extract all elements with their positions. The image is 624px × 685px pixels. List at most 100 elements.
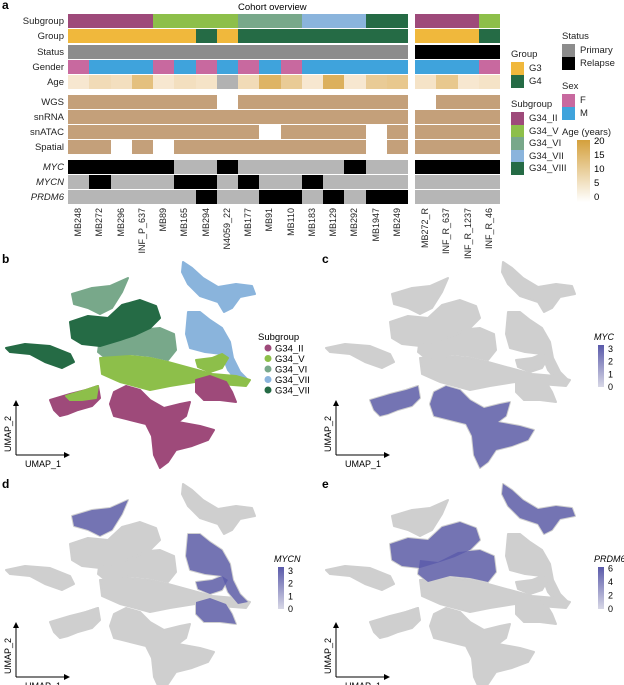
legend-dot bbox=[264, 365, 272, 373]
cell-mycn-mb249 bbox=[386, 175, 409, 189]
row-label-mycn: MYCN bbox=[36, 177, 64, 188]
axis-lines bbox=[15, 624, 68, 678]
umap-axes: UMAP_1 UMAP_2 bbox=[323, 622, 390, 685]
cell-group-mb272 bbox=[89, 29, 111, 43]
cell-spatial-mb272_r bbox=[415, 140, 437, 154]
cell-snatac-inf_r_637 bbox=[436, 125, 458, 139]
cell-subgroup-mb249 bbox=[386, 14, 409, 28]
cell-snatac-mb248 bbox=[68, 125, 90, 139]
cell-gender-inf_r_46 bbox=[478, 60, 501, 74]
cell-mycn-inf_r_637 bbox=[436, 175, 458, 189]
cluster-vi-top bbox=[391, 499, 449, 537]
colorbar-tick: 2 bbox=[608, 590, 613, 600]
umap-mycn-plot: UMAP_1 UMAP_2 MYCN 3 2 1 0 bbox=[3, 483, 301, 685]
axis-lines bbox=[335, 624, 388, 678]
cell-myc-mb248 bbox=[68, 160, 90, 174]
age-tick: 20 bbox=[594, 136, 605, 147]
legend-item-f: F bbox=[562, 94, 586, 107]
cell-myc-mb1947 bbox=[365, 160, 388, 174]
age-tick: 5 bbox=[594, 178, 600, 189]
cell-gender-mb165 bbox=[174, 60, 196, 74]
panel-label-c: c bbox=[322, 252, 329, 266]
legend-item-g34_viii: G34_VIII bbox=[511, 162, 567, 175]
cell-subgroup-mb89 bbox=[153, 14, 175, 28]
cell-group-mb292 bbox=[344, 29, 366, 43]
legend-item-g34_vii: G34_VII bbox=[511, 149, 564, 163]
cell-myc-mb165 bbox=[174, 160, 196, 174]
cell-snrna-mb91 bbox=[259, 110, 281, 124]
cell-wgs-mb272_r bbox=[415, 95, 437, 109]
cell-subgroup-inf_r_46 bbox=[478, 14, 501, 28]
cluster-ii-bottom bbox=[109, 385, 215, 469]
cell-wgs-n4059_22 bbox=[216, 95, 239, 109]
cluster-viii-tail bbox=[325, 343, 395, 369]
cell-spatial-mb89 bbox=[153, 140, 175, 154]
cell-mycn-mb296 bbox=[110, 175, 133, 189]
cell-group-mb129 bbox=[323, 29, 345, 43]
x-axis-label: UMAP_1 bbox=[25, 681, 61, 685]
legend-label: G34_V bbox=[529, 125, 559, 137]
axis-lines bbox=[15, 402, 68, 456]
age-tick: 0 bbox=[594, 192, 600, 203]
cluster-viii-tail bbox=[5, 343, 75, 369]
cell-snrna-mb294 bbox=[195, 110, 218, 124]
cell-mycn-mb89 bbox=[153, 175, 175, 189]
row-label-snatac: snATAC bbox=[30, 127, 64, 138]
legend-item-g34_vi: G34_VI bbox=[511, 137, 561, 150]
cell-group-mb294 bbox=[195, 29, 218, 43]
legend-item-relapse: Relapse bbox=[562, 56, 615, 70]
cell-clusters bbox=[5, 483, 256, 685]
cell-subgroup-inf_p_637 bbox=[131, 14, 154, 28]
colorbar-title: MYC bbox=[594, 332, 615, 342]
cell-mycn-mb1947 bbox=[365, 175, 388, 189]
cluster-v-right bbox=[515, 353, 549, 373]
cell-group-mb165 bbox=[174, 29, 196, 43]
cell-prdm6-mb165 bbox=[174, 190, 196, 204]
cell-subgroup-mb294 bbox=[195, 14, 218, 28]
y-axis-label: UMAP_2 bbox=[323, 416, 333, 452]
colorbar-gradient bbox=[278, 567, 284, 609]
cell-prdm6-mb294 bbox=[195, 190, 218, 204]
cell-prdm6-inf_r_637 bbox=[436, 190, 458, 204]
high-expression-region bbox=[196, 576, 228, 594]
cell-age-mb292 bbox=[344, 75, 366, 89]
cell-group-mb110 bbox=[280, 29, 303, 43]
cell-gender-mb129 bbox=[323, 60, 345, 74]
legend-swatch bbox=[562, 44, 575, 57]
legend-swatch bbox=[511, 162, 524, 175]
cell-myc-mb249 bbox=[386, 160, 409, 174]
cell-snatac-mb1947 bbox=[365, 125, 388, 139]
cell-status-inf_r_1237 bbox=[457, 45, 480, 59]
cell-gender-mb294 bbox=[195, 60, 218, 74]
cell-spatial-mb1947 bbox=[365, 140, 388, 154]
legend-item-g3: G3 bbox=[511, 62, 542, 75]
cell-myc-inf_r_46 bbox=[478, 160, 501, 174]
cluster-v-right bbox=[195, 353, 229, 373]
cell-group-n4059_22 bbox=[216, 29, 239, 43]
high-expression-region bbox=[390, 522, 480, 568]
cell-age-mb177 bbox=[238, 75, 260, 89]
legend-label: G34_VII bbox=[529, 150, 564, 162]
cell-status-mb177 bbox=[238, 45, 260, 59]
cell-gender-inf_r_1237 bbox=[457, 60, 480, 74]
colorbar-tick: 4 bbox=[608, 577, 613, 587]
cell-gender-mb91 bbox=[259, 60, 281, 74]
colorbar: MYCN 3 2 1 0 bbox=[274, 554, 301, 614]
age-tick: 10 bbox=[594, 164, 605, 175]
legend-label: G3 bbox=[529, 63, 542, 74]
cell-mycn-inf_r_1237 bbox=[457, 175, 480, 189]
cell-myc-mb183 bbox=[301, 160, 324, 174]
cell-age-inf_r_637 bbox=[436, 75, 458, 89]
cell-wgs-mb91 bbox=[259, 95, 281, 109]
legend-label: Relapse bbox=[580, 57, 615, 69]
cell-status-mb272 bbox=[89, 45, 111, 59]
colorbar-tick: 0 bbox=[288, 604, 293, 614]
cell-status-mb1947 bbox=[365, 45, 388, 59]
cluster-v-left bbox=[385, 607, 419, 623]
legend-dot bbox=[264, 386, 272, 394]
cell-group-mb91 bbox=[259, 29, 281, 43]
legend-item-g34_v: G34_V bbox=[511, 124, 559, 138]
cell-myc-mb129 bbox=[323, 160, 345, 174]
arrow-icon bbox=[13, 400, 70, 458]
colorbar-tick: 0 bbox=[608, 604, 613, 614]
